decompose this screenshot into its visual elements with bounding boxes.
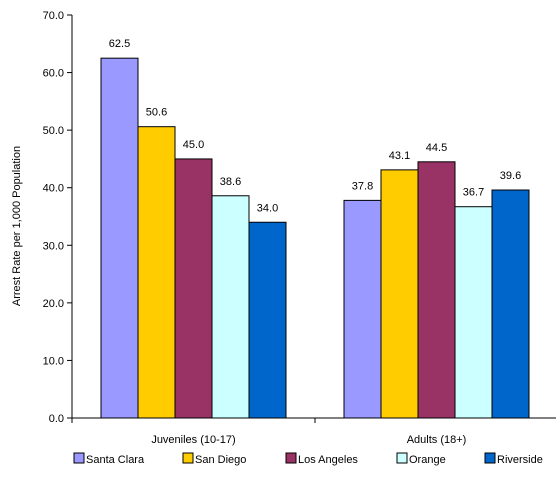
bar <box>137 126 176 419</box>
legend-label: Santa Clara <box>86 454 145 466</box>
data-label: 37.8 <box>352 180 373 192</box>
legend-label: Riverside <box>497 454 543 466</box>
data-label: 62.5 <box>109 38 130 50</box>
bar <box>100 57 139 419</box>
bar <box>174 158 213 419</box>
legend: Santa Clara San Diego Los Angeles Orange Riv… <box>73 452 543 466</box>
bar <box>380 169 419 419</box>
legend-label: Orange <box>409 454 446 466</box>
bar <box>454 206 493 419</box>
data-label: 39.6 <box>500 170 521 182</box>
y-tick-label: 40.0 <box>43 183 64 195</box>
y-tick-label: 50.0 <box>43 125 64 137</box>
plot-area: 0.0 10.0 20.0 30.0 40.0 50.0 60.0 70.0 62.5 50.6 4… <box>43 10 556 446</box>
x-category-label: Adults (18+) <box>407 434 467 446</box>
data-label: 38.6 <box>220 176 241 188</box>
legend-swatch <box>285 452 297 464</box>
y-tick-label: 0.0 <box>49 413 64 425</box>
data-label: 43.1 <box>389 150 410 162</box>
y-axis-title: Arrest Rate per 1,000 Population <box>11 146 23 306</box>
y-tick-label: 20.0 <box>43 298 64 310</box>
x-category-label: Juveniles (10-17) <box>151 434 235 446</box>
legend-label: Los Angeles <box>298 454 358 466</box>
y-axis-title-group: Arrest Rate per 1,000 Population <box>11 146 23 306</box>
y-tick-label: 60.0 <box>43 68 64 80</box>
bar <box>491 189 530 419</box>
data-label: 36.7 <box>463 187 484 199</box>
legend-swatch <box>396 452 408 464</box>
legend-label: San Diego <box>195 454 246 466</box>
y-tick-label: 30.0 <box>43 240 64 252</box>
legend-swatch <box>73 452 85 464</box>
bar <box>211 195 250 419</box>
data-label: 50.6 <box>146 107 167 119</box>
bar <box>417 161 456 419</box>
y-tick-label: 10.0 <box>43 355 64 367</box>
bar <box>248 221 287 419</box>
data-label: 45.0 <box>183 139 204 151</box>
data-label: 34.0 <box>257 202 278 214</box>
data-label: 44.5 <box>426 142 447 154</box>
bar <box>343 199 382 419</box>
legend-swatch <box>182 452 194 464</box>
legend-swatch <box>484 452 496 464</box>
y-tick-label: 70.0 <box>43 10 64 22</box>
